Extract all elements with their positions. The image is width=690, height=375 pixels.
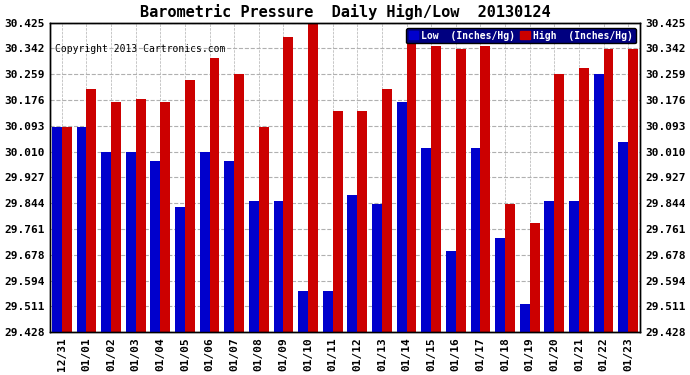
- Bar: [593, 74, 604, 332]
- Bar: [210, 58, 219, 332]
- Bar: [579, 68, 589, 332]
- Bar: [544, 201, 554, 332]
- Bar: [274, 201, 284, 332]
- Bar: [234, 74, 244, 332]
- Bar: [126, 152, 136, 332]
- Bar: [495, 238, 505, 332]
- Bar: [348, 195, 357, 332]
- Bar: [175, 207, 185, 332]
- Bar: [86, 90, 97, 332]
- Bar: [52, 127, 62, 332]
- Bar: [382, 90, 392, 332]
- Bar: [628, 49, 638, 332]
- Bar: [397, 102, 406, 332]
- Bar: [422, 148, 431, 332]
- Bar: [618, 142, 628, 332]
- Bar: [406, 40, 416, 332]
- Bar: [505, 204, 515, 332]
- Title: Barometric Pressure  Daily High/Low  20130124: Barometric Pressure Daily High/Low 20130…: [139, 4, 551, 20]
- Bar: [530, 223, 540, 332]
- Bar: [111, 102, 121, 332]
- Bar: [480, 46, 491, 332]
- Bar: [604, 49, 613, 332]
- Bar: [160, 102, 170, 332]
- Bar: [471, 148, 480, 332]
- Bar: [431, 46, 441, 332]
- Legend: Low  (Inches/Hg), High  (Inches/Hg): Low (Inches/Hg), High (Inches/Hg): [406, 28, 635, 44]
- Bar: [224, 161, 234, 332]
- Bar: [446, 251, 456, 332]
- Bar: [554, 74, 564, 332]
- Bar: [569, 201, 579, 332]
- Bar: [249, 201, 259, 332]
- Bar: [199, 152, 210, 332]
- Text: Copyright 2013 Cartronics.com: Copyright 2013 Cartronics.com: [55, 44, 226, 54]
- Bar: [323, 291, 333, 332]
- Bar: [185, 80, 195, 332]
- Bar: [284, 37, 293, 332]
- Bar: [259, 127, 268, 332]
- Bar: [520, 304, 530, 332]
- Bar: [456, 49, 466, 332]
- Bar: [298, 291, 308, 332]
- Bar: [77, 127, 86, 332]
- Bar: [150, 161, 160, 332]
- Bar: [101, 152, 111, 332]
- Bar: [308, 21, 318, 332]
- Bar: [62, 127, 72, 332]
- Bar: [372, 204, 382, 332]
- Bar: [357, 111, 367, 332]
- Bar: [333, 111, 342, 332]
- Bar: [136, 99, 146, 332]
